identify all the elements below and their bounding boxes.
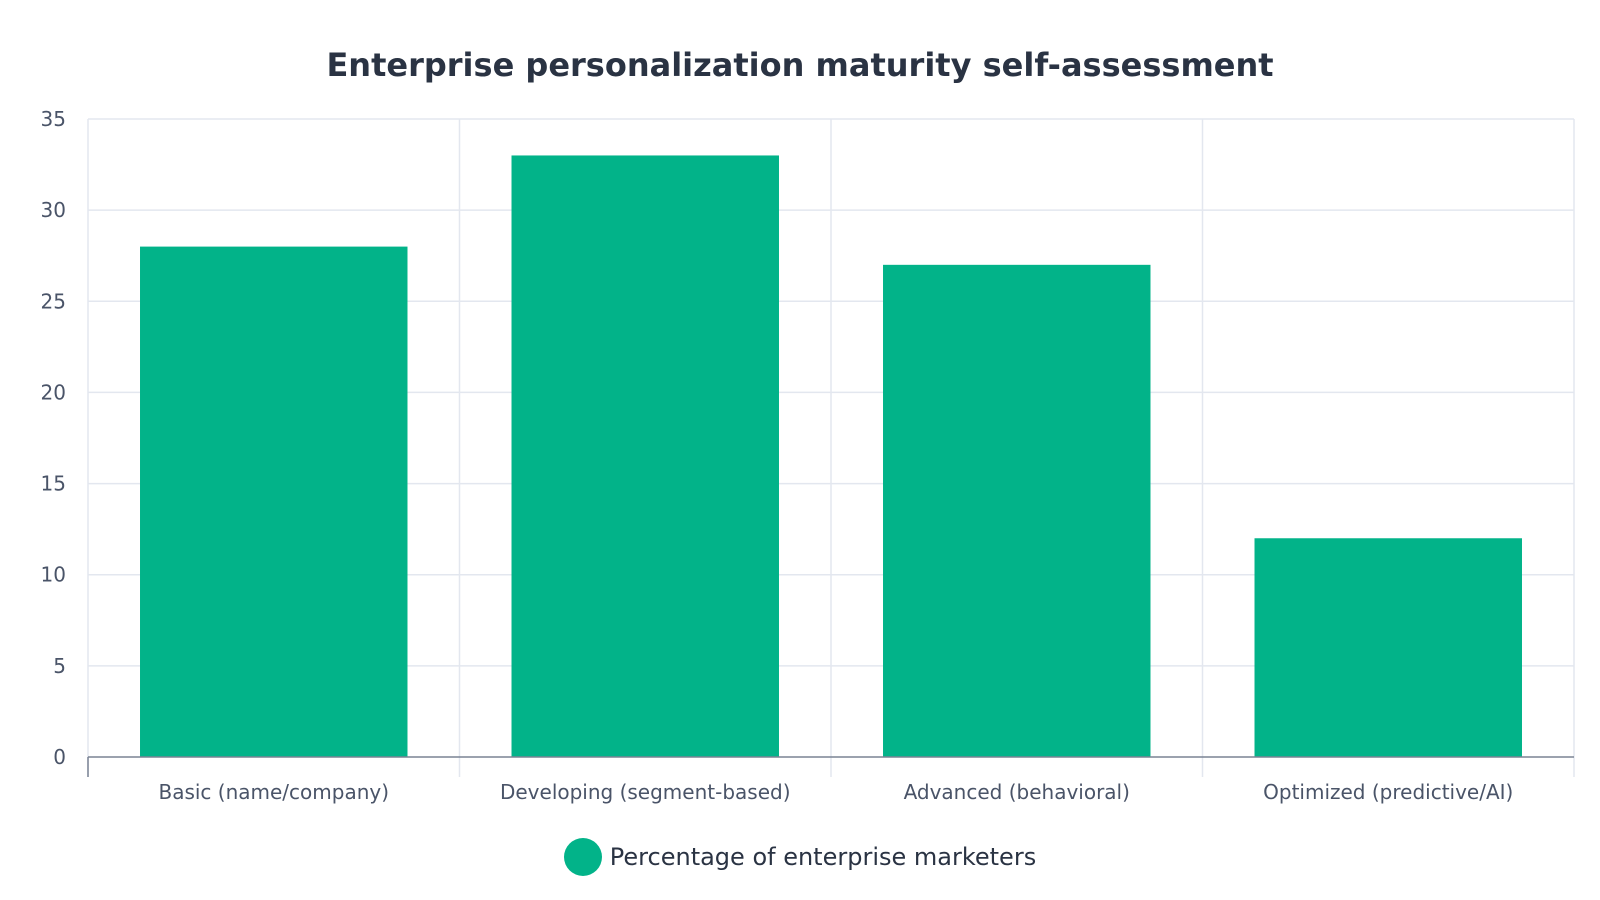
y-tick-label: 5 [53, 654, 66, 678]
y-tick-label: 15 [41, 472, 66, 496]
y-tick-label: 0 [53, 745, 66, 769]
x-tick-label: Basic (name/company) [158, 780, 389, 804]
bar [883, 264, 1151, 757]
y-tick-label: 10 [41, 563, 66, 587]
chart-title: Enterprise personalization maturity self… [326, 46, 1274, 84]
x-tick-label: Advanced (behavioral) [904, 780, 1130, 804]
bar [511, 155, 779, 757]
x-tick-label: Optimized (predictive/AI) [1263, 780, 1513, 804]
bar [1254, 538, 1522, 757]
legend: Percentage of enterprise marketers [0, 838, 1600, 876]
y-tick-label: 30 [41, 198, 66, 222]
y-tick-label: 35 [41, 107, 66, 131]
x-tick-label: Developing (segment-based) [500, 780, 791, 804]
y-tick-label: 20 [41, 380, 66, 404]
bars [140, 155, 1522, 757]
y-tick-label: 25 [41, 289, 66, 313]
bar [140, 246, 408, 757]
legend-swatch [563, 838, 602, 876]
axes: 0 5 10 15 20 25 30 35 Basic (name/company) Develo… [41, 107, 1574, 804]
legend-label: Percentage of enterprise marketers [609, 843, 1037, 871]
